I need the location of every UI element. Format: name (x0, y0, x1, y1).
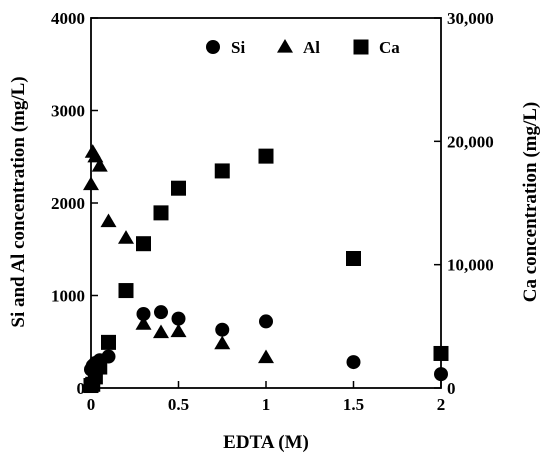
series-al (83, 144, 274, 364)
x-tick-label: 2 (437, 395, 446, 414)
si-point (346, 355, 361, 370)
legend-label-al: Al (303, 38, 320, 57)
chart-legend: Si Al Ca (206, 38, 400, 57)
series-ca (83, 148, 449, 394)
si-point (215, 322, 230, 337)
legend-marker-al (277, 39, 293, 53)
y-left-tick-label: 1000 (51, 287, 85, 306)
ca-point (136, 236, 151, 252)
ca-point (92, 359, 108, 375)
ca-point (346, 251, 361, 266)
y-right-tick-label: 30,000 (447, 9, 494, 28)
si-point (259, 314, 273, 329)
ca-point (214, 163, 230, 179)
y-axis-right-title: Ca concentration (mg/L) (520, 102, 541, 303)
si-point (154, 305, 168, 320)
y-right-tick-label: 0 (447, 379, 456, 398)
al-point (91, 158, 108, 172)
si-point (171, 311, 186, 326)
y-left-tick-label: 4000 (51, 9, 85, 28)
al-point (100, 213, 117, 228)
chart-axes (90, 17, 442, 389)
y-left-tick-label: 3000 (51, 102, 85, 121)
ca-point (153, 205, 169, 221)
al-point (118, 230, 134, 244)
al-point (83, 176, 99, 191)
ca-point (433, 345, 449, 361)
al-point (214, 335, 231, 350)
ca-point (171, 180, 186, 196)
al-point (135, 316, 152, 330)
ca-point (101, 334, 116, 350)
legend-label-ca: Ca (379, 38, 400, 57)
y-axis-left-title: Si and Al concentration (mg/L) (8, 76, 29, 327)
si-point (136, 307, 151, 321)
x-tick-label: 1 (262, 395, 271, 414)
al-point (170, 323, 187, 338)
chart-marks (83, 144, 449, 394)
x-axis-title: EDTA (M) (223, 432, 309, 453)
y-right-tick-label: 10,000 (447, 256, 494, 275)
plot-frame (90, 17, 442, 389)
x-tick-label: 1.5 (343, 395, 364, 414)
si-point (434, 367, 448, 382)
al-point (153, 324, 169, 339)
legend-marker-si (206, 40, 220, 54)
series-si (84, 305, 448, 382)
x-tick-label: 0 (87, 395, 96, 414)
ca-point (258, 148, 274, 164)
legend-label-si: Si (231, 38, 245, 57)
x-tick-label: 0.5 (168, 395, 189, 414)
y-left-tick-label: 0 (77, 379, 86, 398)
chart-ticks: 0 0.5 1 1.5 201000200030004000010,00020,0003… (51, 9, 494, 414)
al-point (258, 349, 274, 364)
ca-point (118, 283, 134, 299)
legend-marker-ca (353, 39, 369, 55)
y-right-tick-label: 20,000 (447, 132, 494, 151)
y-left-tick-label: 2000 (51, 194, 85, 213)
